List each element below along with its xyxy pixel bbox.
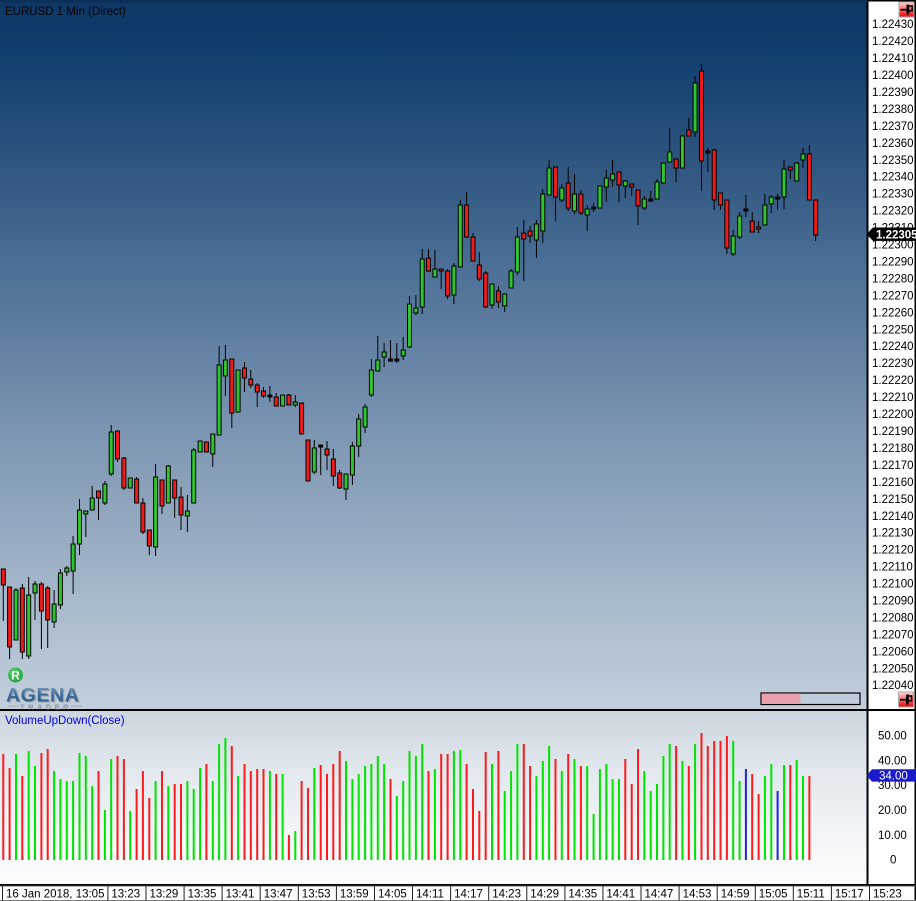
svg-text:1.22060: 1.22060 [872,646,914,658]
svg-text:14:11: 14:11 [416,889,444,901]
svg-text:1.22200: 1.22200 [872,409,914,421]
svg-text:13:53: 13:53 [302,889,331,901]
svg-text:1.22210: 1.22210 [872,392,914,404]
svg-text:1.22180: 1.22180 [872,443,914,455]
svg-text:1.22250: 1.22250 [872,324,914,336]
svg-text:1.22100: 1.22100 [872,579,914,591]
svg-text:14:47: 14:47 [645,889,674,901]
svg-text:TRADER: TRADER [20,703,72,712]
svg-text:1.22390: 1.22390 [872,87,914,99]
svg-text:1.22040: 1.22040 [872,680,914,692]
svg-text:13:29: 13:29 [150,889,179,901]
svg-text:15:17: 15:17 [835,889,864,901]
svg-text:1.22270: 1.22270 [872,290,914,302]
svg-text:14:53: 14:53 [683,889,712,901]
svg-text:14:41: 14:41 [606,889,635,901]
svg-text:1.22070: 1.22070 [872,629,914,641]
svg-text:1.22420: 1.22420 [872,36,914,48]
svg-text:13:47: 13:47 [264,889,293,901]
svg-text:VolumeUpDown(Close): VolumeUpDown(Close) [5,715,125,727]
svg-text:1.22320: 1.22320 [872,206,914,218]
svg-text:15:05: 15:05 [759,889,788,901]
svg-text:1.22280: 1.22280 [872,273,914,285]
svg-text:1.22050: 1.22050 [872,663,914,675]
svg-text:1.22130: 1.22130 [872,528,914,540]
svg-text:1.22350: 1.22350 [872,155,914,167]
svg-text:15:23: 15:23 [873,889,902,901]
svg-text:1.22230: 1.22230 [872,358,914,370]
svg-text:1.22170: 1.22170 [872,460,914,472]
svg-text:14:59: 14:59 [721,889,750,901]
svg-text:AGENA: AGENA [8,686,81,708]
svg-text:1.22340: 1.22340 [872,172,914,184]
svg-text:1.22290: 1.22290 [872,257,914,269]
svg-text:1.22380: 1.22380 [872,104,914,116]
svg-text:1.22110: 1.22110 [872,562,913,574]
svg-text:1.22220: 1.22220 [872,375,914,387]
svg-text:14:23: 14:23 [492,889,521,901]
svg-text:40.00: 40.00 [878,755,907,767]
svg-text:14:29: 14:29 [530,889,559,901]
svg-text:13:59: 13:59 [340,889,369,901]
svg-text:1.22360: 1.22360 [872,138,914,150]
svg-text:0: 0 [890,855,896,867]
svg-text:1.22090: 1.22090 [872,596,914,608]
svg-text:1.22400: 1.22400 [872,70,914,82]
svg-text:R: R [11,669,20,683]
svg-text:EURUSD 1 Min (Direct): EURUSD 1 Min (Direct) [5,6,126,18]
svg-text:1.22330: 1.22330 [872,189,914,201]
svg-text:1.22305: 1.22305 [876,230,916,242]
svg-text:14:17: 14:17 [454,889,483,901]
svg-text:1.22410: 1.22410 [872,53,914,65]
svg-text:1.22240: 1.22240 [872,341,914,353]
svg-text:1.22260: 1.22260 [872,307,914,319]
svg-text:16 Jan 2018, 13:05: 16 Jan 2018, 13:05 [6,889,104,901]
svg-text:1.22080: 1.22080 [872,613,914,625]
svg-text:13:35: 13:35 [188,889,217,901]
svg-text:1.22430: 1.22430 [872,19,914,31]
svg-text:34.00: 34.00 [879,771,908,783]
svg-text:15:11: 15:11 [797,889,825,901]
svg-text:1.22150: 1.22150 [872,494,914,506]
svg-text:1.22370: 1.22370 [872,121,914,133]
svg-text:20.00: 20.00 [878,805,907,817]
svg-text:14:05: 14:05 [378,889,407,901]
svg-text:1.22140: 1.22140 [872,511,914,523]
svg-text:14:35: 14:35 [568,889,597,901]
svg-text:1.22300: 1.22300 [872,240,914,252]
svg-text:1.22120: 1.22120 [872,545,914,557]
svg-text:30.00: 30.00 [878,780,907,792]
svg-text:13:41: 13:41 [226,889,255,901]
svg-text:1.22190: 1.22190 [872,426,914,438]
svg-text:AGENA: AGENA [6,685,79,707]
svg-text:13:23: 13:23 [111,889,140,901]
svg-text:1.22160: 1.22160 [872,477,914,489]
svg-text:10.00: 10.00 [878,830,907,842]
svg-text:50.00: 50.00 [878,731,907,743]
